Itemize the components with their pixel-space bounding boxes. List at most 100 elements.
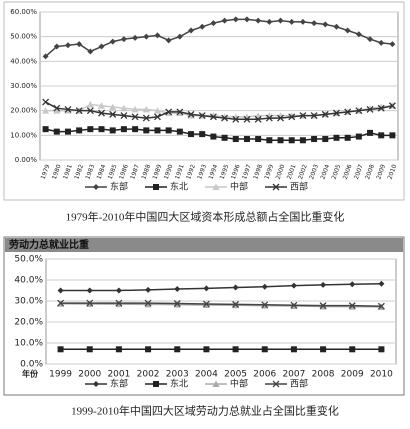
point bbox=[199, 23, 206, 30]
x-tick-label: 2005 bbox=[331, 163, 343, 180]
point bbox=[265, 114, 273, 122]
legend-marker bbox=[93, 184, 99, 190]
x-tick-label: 1989 bbox=[152, 163, 164, 180]
point bbox=[86, 101, 94, 108]
point bbox=[243, 16, 250, 23]
point bbox=[165, 37, 172, 44]
point bbox=[232, 16, 239, 23]
point bbox=[64, 42, 71, 49]
point bbox=[145, 286, 152, 293]
point bbox=[388, 102, 396, 110]
x-tick-label: 1990 bbox=[163, 163, 175, 180]
point bbox=[176, 33, 183, 40]
point bbox=[277, 114, 284, 122]
y-tick-label: 0.00% bbox=[15, 156, 38, 164]
point bbox=[42, 126, 49, 133]
point bbox=[355, 133, 362, 140]
point bbox=[199, 131, 206, 138]
point bbox=[319, 302, 327, 310]
point bbox=[378, 39, 385, 46]
legend-marker bbox=[93, 381, 99, 387]
x-tick-label: 2004 bbox=[319, 163, 331, 180]
y-tick-label: 20.00% bbox=[10, 107, 37, 115]
point bbox=[221, 17, 228, 24]
point bbox=[310, 112, 318, 120]
x-tick-label: 1981 bbox=[62, 163, 74, 180]
x-tick-label: 2009 bbox=[341, 370, 364, 380]
x-tick-label: 1993 bbox=[196, 163, 208, 180]
point bbox=[320, 346, 327, 353]
x-tick-label: 2001 bbox=[107, 370, 130, 380]
point bbox=[86, 287, 93, 294]
legend-marker bbox=[212, 380, 220, 387]
point bbox=[174, 346, 181, 353]
point bbox=[243, 115, 251, 123]
point bbox=[145, 346, 152, 353]
point bbox=[153, 107, 161, 114]
legend-marker bbox=[153, 184, 159, 190]
point bbox=[344, 108, 352, 116]
x-tick-label: 1994 bbox=[208, 163, 220, 180]
point bbox=[299, 112, 307, 120]
series-line bbox=[60, 302, 382, 308]
y-tick-label: 0.0% bbox=[20, 360, 43, 370]
x-tick-label: 1999 bbox=[49, 370, 72, 380]
point bbox=[290, 282, 297, 289]
x-tick-label: 1995 bbox=[219, 163, 231, 180]
point bbox=[98, 109, 105, 117]
point bbox=[389, 41, 396, 48]
point bbox=[203, 346, 210, 353]
point bbox=[322, 21, 329, 28]
point bbox=[320, 281, 327, 288]
x-tick-label: 2000 bbox=[275, 163, 287, 180]
x-tick-label: 2007 bbox=[282, 370, 305, 380]
point bbox=[57, 299, 65, 307]
point bbox=[42, 107, 50, 114]
point bbox=[277, 137, 284, 144]
point bbox=[261, 283, 268, 290]
series-line bbox=[60, 283, 382, 292]
point bbox=[255, 17, 262, 24]
point bbox=[86, 346, 93, 353]
point bbox=[132, 126, 139, 133]
legend-marker bbox=[212, 183, 220, 190]
point bbox=[261, 346, 268, 353]
y-tick-label: 50.00% bbox=[10, 33, 37, 41]
series-line bbox=[60, 302, 382, 307]
point bbox=[87, 48, 94, 55]
point bbox=[377, 104, 385, 112]
x-tick-label: 1985 bbox=[107, 163, 119, 180]
x-tick-label: 2009 bbox=[375, 163, 387, 180]
chart-caption: 1979年-2010年中国四大区域资本形成总额占全国比重变化 bbox=[66, 210, 345, 224]
x-tick-label: 1988 bbox=[140, 163, 152, 180]
point bbox=[75, 107, 83, 115]
point bbox=[277, 17, 284, 24]
point bbox=[355, 31, 362, 38]
point bbox=[87, 126, 94, 133]
point bbox=[176, 108, 184, 116]
point bbox=[165, 127, 172, 134]
point bbox=[232, 346, 239, 353]
chart-header: 劳动力总就业比重 bbox=[9, 238, 89, 251]
point bbox=[115, 299, 123, 307]
point bbox=[299, 137, 306, 144]
x-tick-label: 1999 bbox=[263, 163, 275, 180]
x-tick-label: 1984 bbox=[96, 163, 108, 180]
x-tick-label: 1983 bbox=[84, 163, 96, 180]
x-tick-label: 1996 bbox=[230, 163, 242, 180]
point bbox=[266, 137, 273, 144]
point bbox=[109, 110, 117, 118]
point bbox=[143, 127, 150, 134]
point bbox=[132, 34, 139, 41]
point bbox=[176, 128, 183, 135]
x-tick-label: 2010 bbox=[387, 163, 399, 180]
point bbox=[321, 110, 329, 118]
point bbox=[261, 301, 269, 309]
point bbox=[86, 107, 94, 115]
y-tick-label: 40.00% bbox=[10, 57, 37, 65]
point bbox=[210, 20, 217, 27]
x-tick-label: 1987 bbox=[129, 163, 141, 180]
x-tick-label: 1998 bbox=[252, 163, 264, 180]
y-tick-label: 50.0% bbox=[14, 255, 43, 265]
x-tick-label: 1986 bbox=[118, 163, 130, 180]
